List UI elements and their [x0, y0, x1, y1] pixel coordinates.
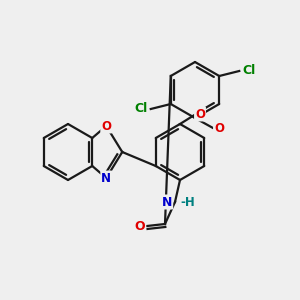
Text: Cl: Cl	[243, 64, 256, 77]
Text: N: N	[101, 172, 111, 184]
Text: -H: -H	[180, 196, 195, 208]
Text: Cl: Cl	[134, 103, 147, 116]
Text: N: N	[162, 196, 172, 208]
Text: O: O	[214, 122, 224, 134]
Text: O: O	[101, 119, 111, 133]
Text: O: O	[135, 220, 145, 232]
Text: O: O	[195, 107, 205, 121]
